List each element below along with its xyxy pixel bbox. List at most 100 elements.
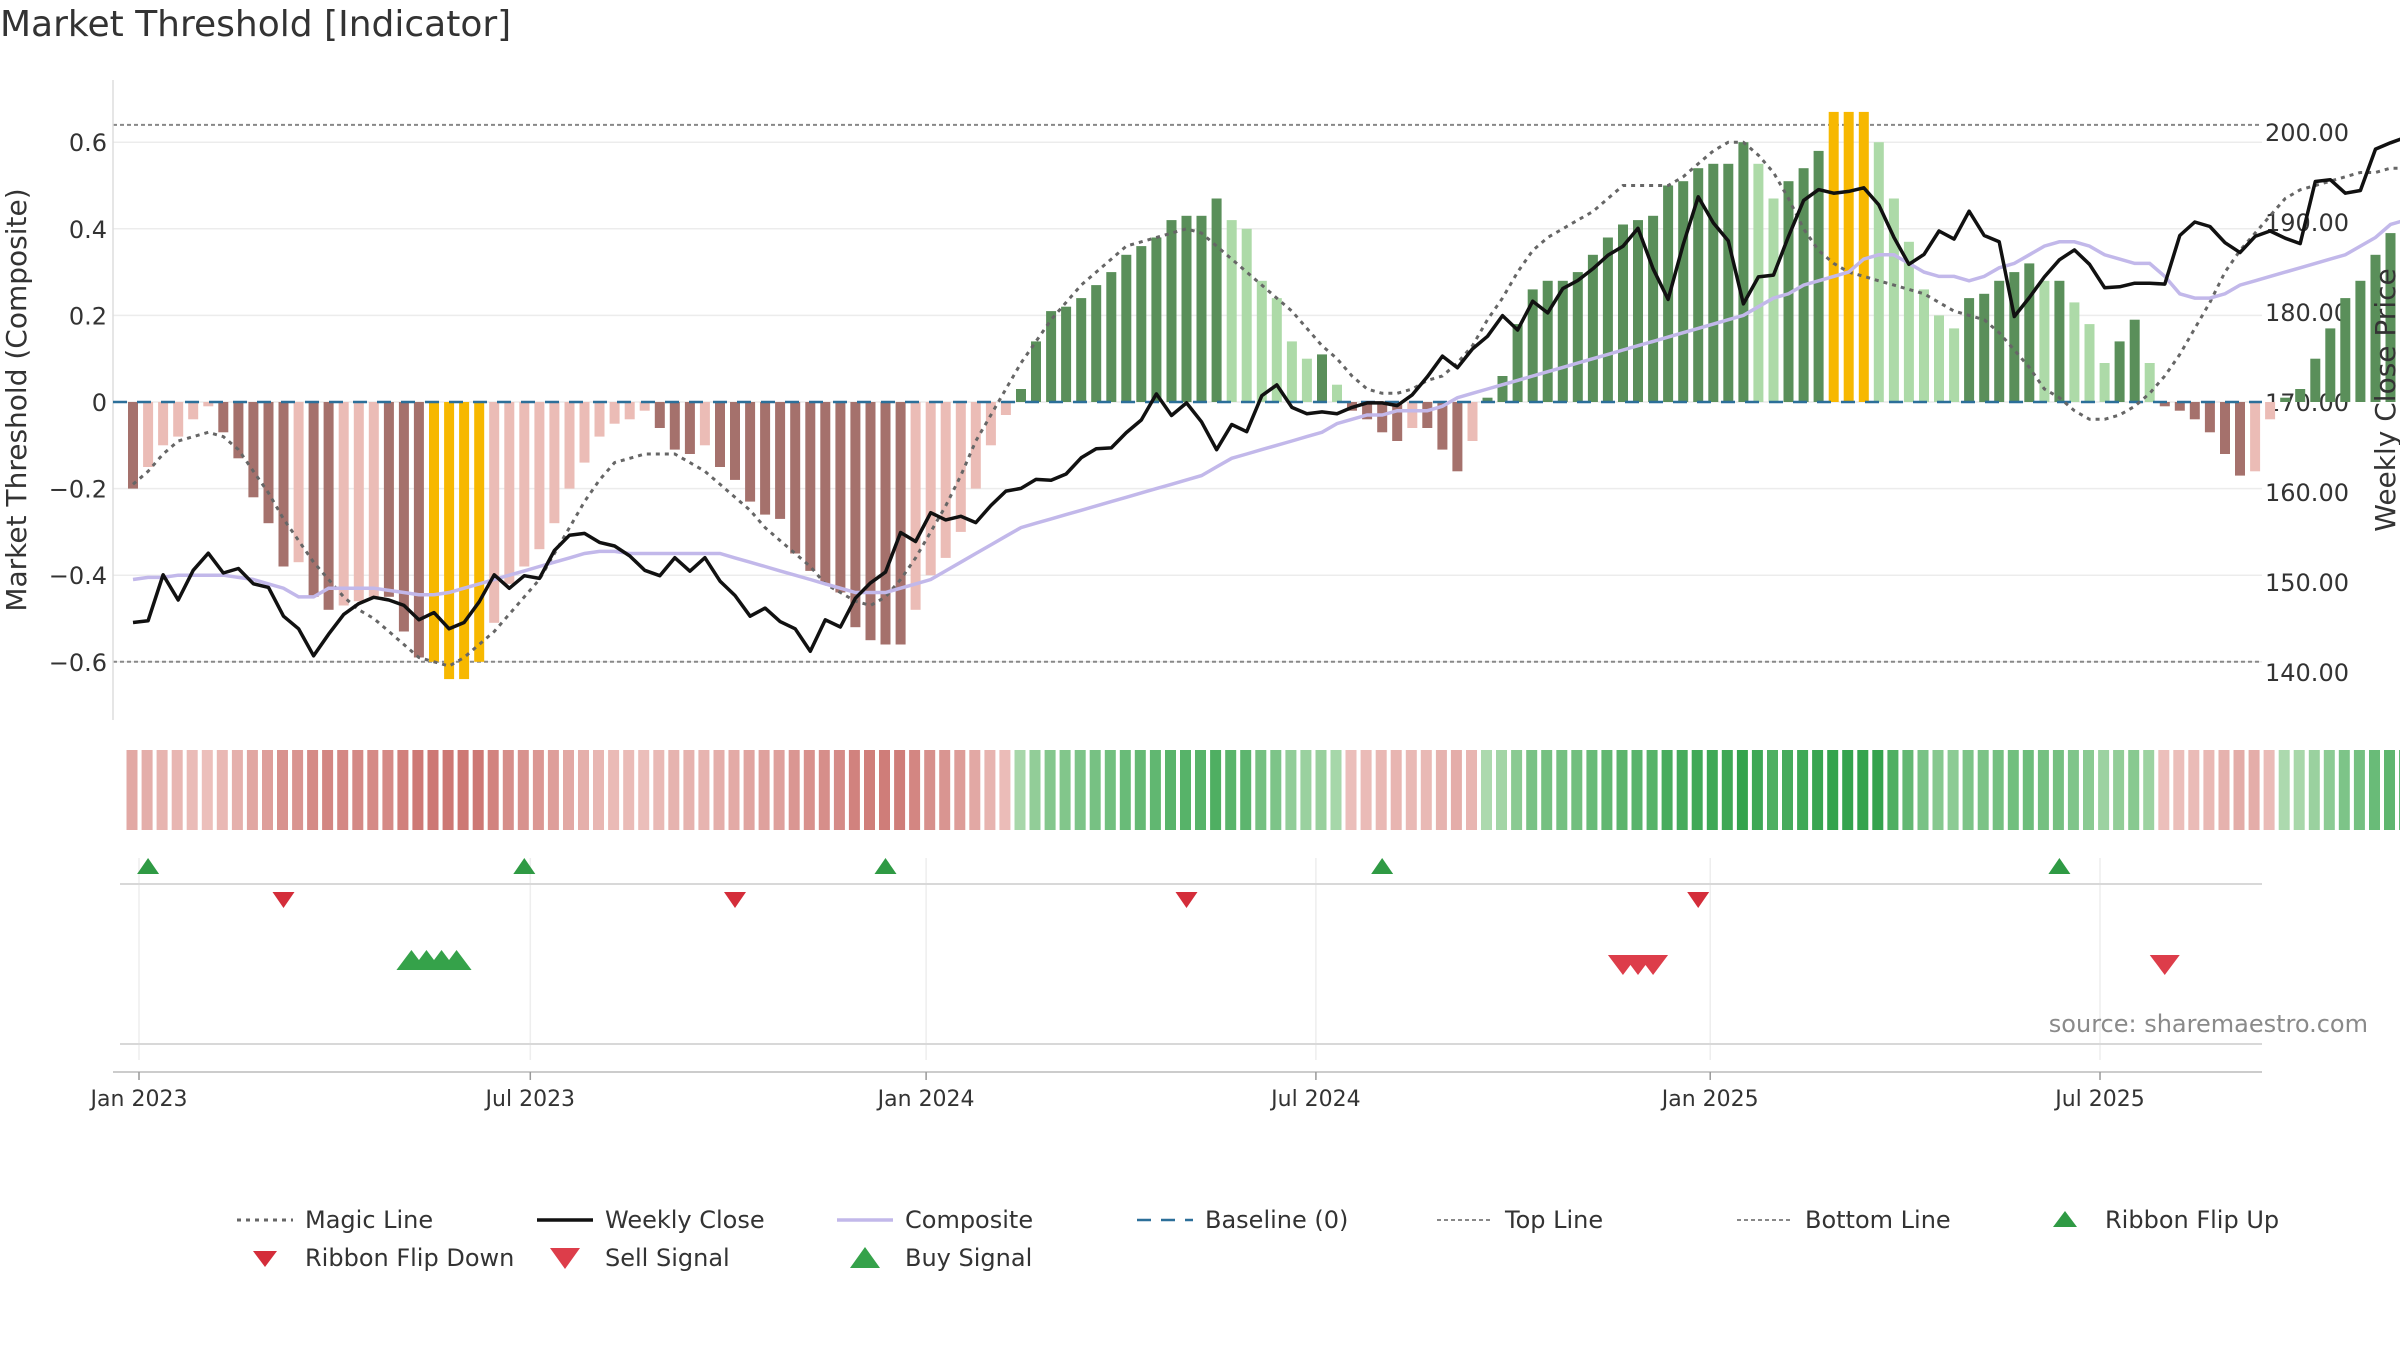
composite-bar	[368, 402, 379, 597]
ribbon-cell	[2278, 750, 2290, 830]
ribbon-cell	[2022, 750, 2034, 830]
ribbon-cell	[623, 750, 635, 830]
ribbon-flip-down-swatch	[253, 1251, 277, 1267]
composite-bar	[1512, 324, 1523, 402]
y-tick-label-left: 0	[92, 389, 107, 417]
ribbon-cell	[1466, 750, 1477, 830]
composite-bar	[1964, 298, 1975, 402]
y-tick-label-left: −0.6	[49, 649, 107, 677]
ribbon-cell	[1104, 750, 1116, 830]
composite-bar	[1542, 280, 1553, 402]
composite-bar	[1858, 111, 1869, 403]
composite-bar	[1422, 402, 1433, 428]
composite-bar	[188, 402, 199, 420]
ribbon-cell	[1405, 750, 1417, 830]
ribbon-cell	[879, 750, 890, 830]
composite-bar	[2069, 302, 2080, 402]
composite-bar	[1888, 198, 1899, 402]
ribbon-cell	[457, 750, 469, 830]
composite-bar	[1437, 402, 1448, 450]
y-tick-label-left: 0.6	[69, 129, 107, 157]
ribbon-cell	[1029, 750, 1041, 830]
ribbon-cell	[1676, 750, 1688, 830]
composite-bar	[1994, 280, 2005, 402]
composite-bar	[2039, 280, 2050, 402]
ribbon-cell	[487, 750, 499, 830]
ribbon-cell	[1706, 750, 1718, 830]
composite-bar	[594, 402, 605, 437]
x-tick-label: Jul 2024	[1269, 1087, 1361, 1112]
composite-bar	[745, 402, 756, 502]
composite-bar	[775, 402, 786, 519]
ribbon-cell	[2323, 750, 2335, 830]
ribbon-cell	[1074, 750, 1086, 830]
ribbon-cell	[1089, 750, 1101, 830]
composite-bar	[1587, 254, 1598, 402]
ribbon-cell	[818, 750, 830, 830]
ribbon-cell	[1345, 750, 1357, 830]
ribbon-cell	[472, 750, 484, 830]
ribbon-cell	[2143, 750, 2155, 830]
ribbon-cell	[2293, 750, 2305, 830]
ribbon-flip-up-marker	[513, 858, 536, 874]
ribbon-cell	[848, 750, 860, 830]
ribbon-cell	[999, 750, 1011, 830]
ribbon-cell	[2308, 750, 2320, 830]
composite-bar	[173, 402, 184, 437]
composite-bar	[338, 402, 349, 606]
composite-bar	[323, 402, 334, 610]
composite-bar	[2174, 402, 2185, 411]
composite-bar	[248, 402, 259, 498]
ribbon-cell	[1134, 750, 1146, 830]
ribbon-cell	[246, 750, 258, 830]
composite-bar	[1768, 198, 1779, 402]
composite-bar	[489, 402, 500, 623]
composite-bar	[1497, 376, 1508, 402]
ribbon-cell	[186, 750, 198, 830]
ribbon-cell	[1450, 750, 1462, 830]
ribbon-cell	[1887, 750, 1899, 830]
composite-bar	[1286, 341, 1297, 402]
composite-bar	[1106, 272, 1117, 402]
ribbon-cell	[1631, 750, 1643, 830]
ribbon-cell	[713, 750, 725, 830]
ribbon-cell	[1210, 750, 1222, 830]
composite-bar	[2325, 328, 2336, 402]
composite-bar	[2159, 402, 2170, 407]
composite-bar	[444, 402, 455, 680]
ribbon-cell	[969, 750, 981, 830]
composite-bar	[1813, 150, 1824, 402]
sell-signal-marker	[2149, 955, 2180, 975]
x-tick-label: Jul 2023	[484, 1087, 576, 1112]
ribbon-cell	[1195, 750, 1206, 830]
ribbon-flip-down-marker	[272, 892, 295, 908]
ribbon-cell	[1541, 750, 1553, 830]
ribbon-cell	[608, 750, 620, 830]
composite-bar	[1843, 111, 1854, 403]
ribbon-cell	[2369, 750, 2380, 830]
legend-label: Ribbon Flip Up	[2105, 1206, 2280, 1234]
weekly-close-line	[132, 137, 2400, 658]
ribbon-cell	[743, 750, 755, 830]
sell-signal-swatch	[550, 1248, 580, 1269]
legend-label: Top Line	[1505, 1206, 1604, 1234]
ribbon-cell	[262, 750, 273, 830]
signal-markers	[137, 858, 2180, 975]
composite-bar	[925, 402, 936, 576]
trend-ribbon	[126, 750, 2400, 830]
ribbon-cell	[2037, 750, 2049, 830]
ribbon-cell	[653, 750, 665, 830]
ribbon-cell	[1496, 750, 1507, 830]
ribbon-cell	[2233, 750, 2245, 830]
ribbon-cell	[547, 750, 559, 830]
series-lines	[113, 137, 2400, 668]
ribbon-cell	[2067, 750, 2079, 830]
composite-bar	[1301, 358, 1312, 402]
ribbon-flip-down-marker	[724, 892, 746, 908]
ribbon-cell	[1119, 750, 1131, 830]
composite-bar	[970, 402, 981, 489]
legend-label: Composite	[905, 1206, 1034, 1234]
ribbon-cell	[773, 750, 785, 830]
ribbon-flip-down-marker	[1175, 892, 1198, 908]
